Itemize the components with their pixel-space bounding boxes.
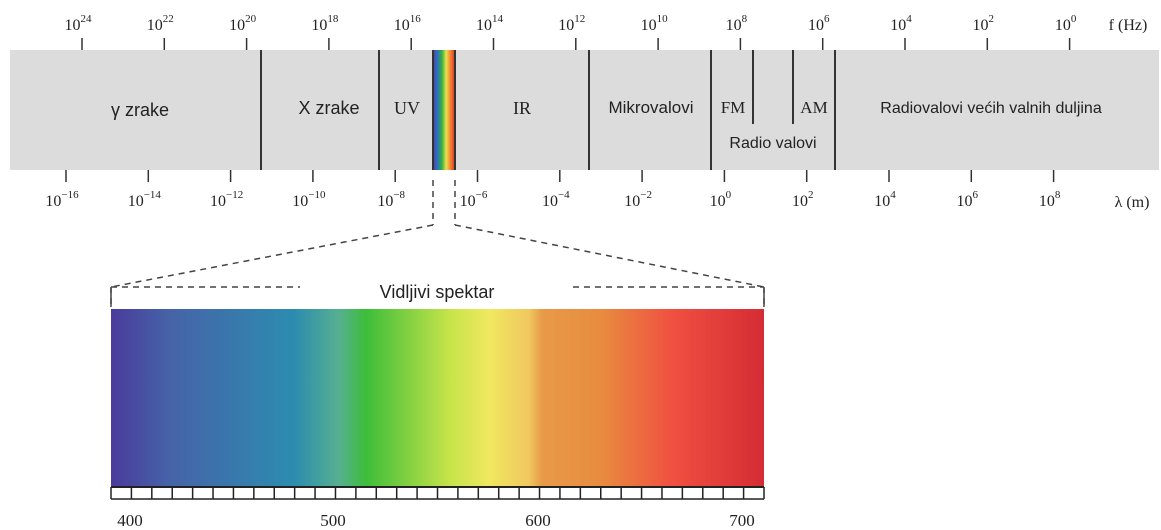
visible-spectrum-gradient xyxy=(111,309,764,487)
band-long-radio: Radiovalovi većih valnih duljina xyxy=(880,100,1102,117)
zoom-line-right-diagonal xyxy=(454,224,765,288)
wavelength-axis: 10−16 10−14 10−12 10−10 10−8 10−6 10−4 10−2 100 1… xyxy=(45,170,1061,210)
wavelength-tick-label: 10−12 xyxy=(210,189,243,210)
frequency-tick-label: 108 xyxy=(726,13,748,34)
wavelength-tick-label: 104 xyxy=(874,189,896,210)
visible-ruler xyxy=(110,486,765,500)
wavelength-tick-label: 100 xyxy=(710,189,732,210)
band-ir: IR xyxy=(513,98,531,118)
frequency-tick-label: 1018 xyxy=(311,13,339,34)
band-fm: FM xyxy=(721,98,746,117)
wavelength-tick-label: 10−8 xyxy=(377,189,405,210)
frequency-tick-label: 1022 xyxy=(147,13,174,34)
frequency-tick-label: 1020 xyxy=(229,13,257,34)
visible-spectrum-title: Vidljivi spektar xyxy=(380,282,495,302)
zoom-lines xyxy=(110,180,765,288)
wavelength-tick-label: 10−4 xyxy=(542,189,570,210)
visible-stripe xyxy=(433,50,455,170)
frequency-tick-label: 100 xyxy=(1055,13,1077,34)
wavelength-unit-label: λ (m) xyxy=(1115,194,1150,211)
wavelength-tick-label: 10−14 xyxy=(128,189,162,210)
frequency-tick-label: 102 xyxy=(973,13,995,34)
band-gamma: γ zrake xyxy=(111,100,169,120)
zoom-line-left-diagonal xyxy=(110,224,434,288)
frequency-tick-label: 1012 xyxy=(558,13,585,34)
visible-wavelength-label: 500 xyxy=(320,511,346,530)
frequency-tick-label: 1016 xyxy=(394,13,422,34)
band-radio: Radio valovi xyxy=(729,135,816,152)
band-uv: UV xyxy=(394,98,420,118)
wavelength-tick-label: 108 xyxy=(1039,189,1061,210)
wavelength-tick-label: 106 xyxy=(957,189,979,210)
wavelength-tick-label: 10−2 xyxy=(624,189,652,210)
frequency-tick-label: 104 xyxy=(890,13,912,34)
wavelength-tick-label: 10−10 xyxy=(292,189,326,210)
visible-wavelength-label: 700 xyxy=(729,511,755,530)
frequency-tick-label: 106 xyxy=(808,13,830,34)
wavelength-tick-label: 10−6 xyxy=(460,189,488,210)
frequency-unit-label: f (Hz) xyxy=(1109,17,1148,34)
frequency-tick-label: 1014 xyxy=(476,13,504,34)
frequency-tick-label: 1024 xyxy=(65,13,93,34)
wavelength-tick-label: 102 xyxy=(792,189,814,210)
band-dividers xyxy=(260,50,836,170)
band-am: AM xyxy=(800,98,827,117)
band-microwave: Mikrovalovi xyxy=(608,98,693,117)
wavelength-tick-label: 10−16 xyxy=(45,189,79,210)
visible-wavelength-label: 400 xyxy=(117,511,143,530)
frequency-axis: 1024 1022 1020 1018 1016 1014 1012 1010 108 106 10… xyxy=(65,13,1077,50)
visible-wavelength-labels: 400 500 600 700 xyxy=(117,511,755,530)
spectrum-band xyxy=(10,50,1159,170)
visible-wavelength-label: 600 xyxy=(525,511,551,530)
frequency-tick-label: 1010 xyxy=(641,13,669,34)
band-xray: X zrake xyxy=(298,98,359,118)
